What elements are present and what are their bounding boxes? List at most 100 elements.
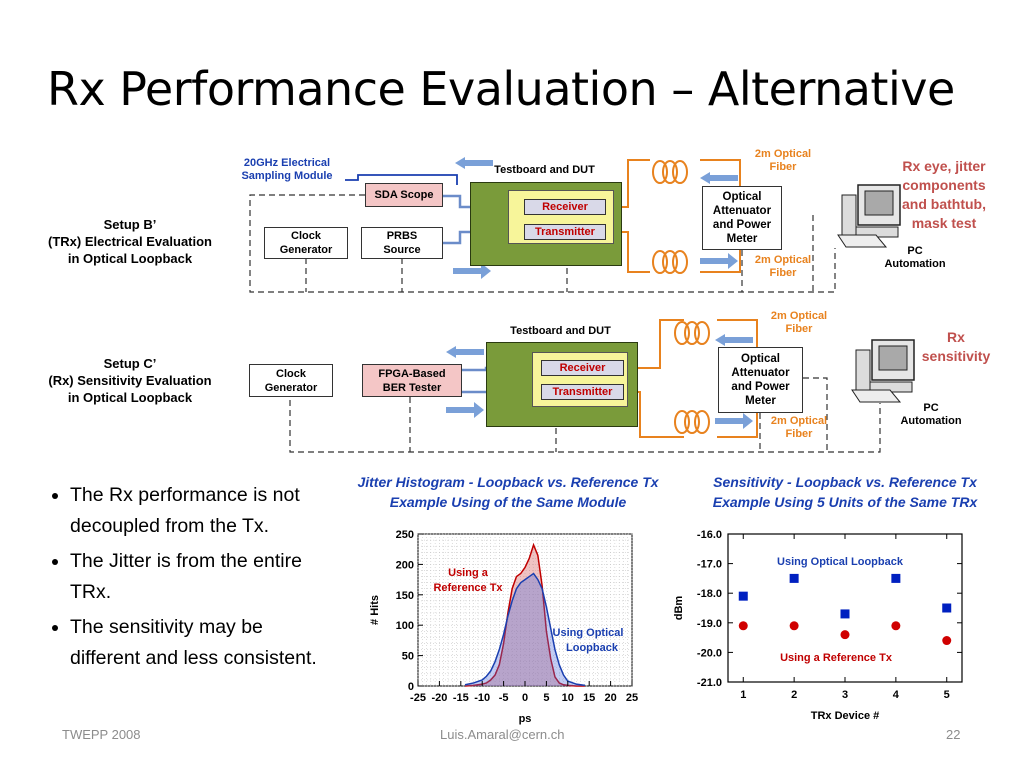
- setup-c-label-line3: in Optical Loopback: [67, 390, 193, 405]
- setup-b-label: Setup B’ (TRx) Electrical Evaluation in …: [20, 216, 240, 267]
- jitter-chart-heading-line1: Jitter Histogram - Loopback vs. Referenc…: [357, 474, 659, 490]
- annotation-line: Reference Tx: [433, 582, 503, 594]
- fiber-label-top: 2m Optical Fiber: [764, 310, 834, 336]
- attenuator-line2: Attenuator: [731, 367, 790, 379]
- annotation-line: Loopback: [566, 642, 619, 654]
- flow-arrow-left-icon: [700, 172, 738, 184]
- x-tick-label: -10: [474, 692, 490, 704]
- attenuator-line3: and Power: [712, 219, 772, 231]
- fiber-label-top-line2: Fiber: [785, 323, 813, 335]
- testboard-label: Testboard and DUT: [510, 325, 611, 337]
- pc-icon: [837, 184, 901, 248]
- annotation-optical-loopback: Using Optical Loopback: [553, 627, 624, 654]
- data-point-reference: [840, 630, 850, 640]
- flow-arrow-right-icon: [700, 253, 738, 269]
- footer-email: Luis.Amaral@cern.ch: [440, 727, 565, 742]
- data-point-reference: [942, 636, 952, 646]
- bullet-list: The Rx performance is not decoupled from…: [40, 480, 320, 678]
- x-tick-label: 0: [522, 692, 528, 704]
- optical-attenuator-box: Optical Attenuator and Power Meter: [718, 347, 803, 413]
- setup-b-note-line2: components: [902, 177, 986, 193]
- clock-generator-box: Clock Generator: [264, 227, 348, 259]
- setup-b-label-line1: Setup B’: [103, 217, 157, 232]
- setup-c-note-line2: sensitivity: [921, 348, 991, 364]
- sensitivity-chart: -16.0 -17.0 -18.0 -19.0 -20.0 -21.0 1 2 3 4 5 TRx D…: [673, 529, 963, 722]
- x-tick-label: 10: [562, 692, 574, 704]
- x-tick-label: -15: [453, 692, 469, 704]
- setup-c-label-line1: Setup C’: [103, 356, 157, 371]
- x-tick-label: 25: [626, 692, 638, 704]
- plot-area: [727, 533, 963, 683]
- setup-b-note-line4: mask test: [911, 215, 977, 231]
- x-axis-label: TRx Device #: [811, 710, 879, 722]
- y-tick-label: 150: [396, 590, 414, 602]
- attenuator-line1: Optical: [741, 353, 780, 365]
- annotation-reference-tx: Using a Reference Tx: [433, 567, 503, 594]
- pc-automation-line2: Automation: [884, 258, 946, 270]
- pc-automation-line2: Automation: [900, 415, 962, 427]
- data-point-loopback: [840, 609, 850, 619]
- y-tick-label: 0: [408, 681, 414, 693]
- y-tick-label: -16.0: [697, 529, 722, 541]
- sensitivity-chart-heading: Sensitivity - Loopback vs. Reference Tx …: [686, 472, 1004, 512]
- data-point-loopback: [942, 603, 952, 613]
- prbs-source-box: PRBS Source: [361, 227, 443, 259]
- receiver-chip: Receiver: [541, 360, 624, 376]
- data-point-reference: [738, 621, 748, 631]
- fiber-label-bottom-line1: 2m Optical: [770, 415, 828, 427]
- y-axis-label: # Hits: [369, 595, 381, 625]
- fiber-label-top-line2: Fiber: [769, 161, 797, 173]
- sensitivity-chart-heading-line2: Example Using 5 Units of the Same TRx: [712, 494, 978, 510]
- x-axis-label: ps: [519, 713, 532, 725]
- data-point-reference: [789, 621, 799, 631]
- fiber-label-bottom-line1: 2m Optical: [754, 254, 812, 266]
- pc-automation-label: PC Automation: [888, 402, 974, 428]
- setup-b-note-line3: and bathtub,: [902, 196, 986, 212]
- fiber-label-bottom-line2: Fiber: [785, 428, 813, 440]
- y-tick-label: 50: [402, 651, 414, 663]
- pc-icon: [851, 339, 915, 403]
- y-tick-label: -21.0: [697, 677, 722, 689]
- data-point-loopback: [891, 573, 901, 583]
- y-tick-label: -17.0: [697, 559, 722, 571]
- x-tick-label: 15: [583, 692, 595, 704]
- y-tick-label: 200: [396, 559, 414, 571]
- y-tick-label: -18.0: [697, 588, 722, 600]
- annotation-line: Using Optical: [553, 627, 624, 639]
- series-label-reference: Using a Reference Tx: [780, 652, 893, 664]
- x-tick-label: -5: [499, 692, 509, 704]
- x-tick-label: -25: [410, 692, 426, 704]
- y-tick-label: 100: [396, 620, 414, 632]
- series-area: [465, 573, 585, 686]
- series-label-loopback: Using Optical Loopback: [777, 556, 904, 568]
- ber-tester-line1: FPGA-Based: [378, 367, 446, 380]
- jitter-histogram-chart: -25 -20 -15 -10 -5 0 5 10 15 20 25050100150200250p…: [369, 529, 638, 725]
- data-point-reference: [891, 621, 901, 631]
- sampling-module-label: 20GHz Electrical Sampling Module: [228, 157, 346, 183]
- flow-arrow-left-icon: [715, 334, 753, 346]
- sampling-module-line1: 20GHz Electrical: [243, 157, 331, 169]
- x-tick-label: 1: [740, 689, 746, 701]
- clock-generator-box: Clock Generator: [249, 364, 333, 397]
- optical-attenuator-box: Optical Attenuator and Power Meter: [702, 186, 782, 250]
- setup-c-label: Setup C’ (Rx) Sensitivity Evaluation in …: [20, 355, 240, 406]
- x-tick-label: 20: [604, 692, 616, 704]
- slide-title: Rx Performance Evaluation – Alternative: [47, 62, 955, 116]
- flow-arrow-right-icon: [715, 413, 753, 429]
- annotation-line: Using a: [448, 567, 489, 579]
- sampling-module-line2: Sampling Module: [241, 170, 333, 182]
- receiver-chip: Receiver: [524, 199, 606, 215]
- transmitter-chip: Transmitter: [524, 224, 606, 240]
- pc-automation-line1: PC: [923, 402, 939, 414]
- y-axis-label: dBm: [673, 596, 685, 621]
- ber-tester-box: FPGA-Based BER Tester: [362, 364, 462, 397]
- bullet-item: The sensitivity may be different and les…: [70, 612, 320, 674]
- series-area: [465, 544, 585, 686]
- clock-generator-line1: Clock: [276, 367, 306, 380]
- flow-arrow-left-icon: [446, 346, 484, 358]
- setup-b-label-line3: in Optical Loopback: [67, 251, 193, 266]
- jitter-chart-heading: Jitter Histogram - Loopback vs. Referenc…: [328, 472, 688, 512]
- sensitivity-chart-heading-line1: Sensitivity - Loopback vs. Reference Tx: [713, 474, 977, 490]
- data-point-loopback: [738, 591, 748, 601]
- setup-b-note: Rx eye, jitter components and bathtub, m…: [888, 157, 1000, 233]
